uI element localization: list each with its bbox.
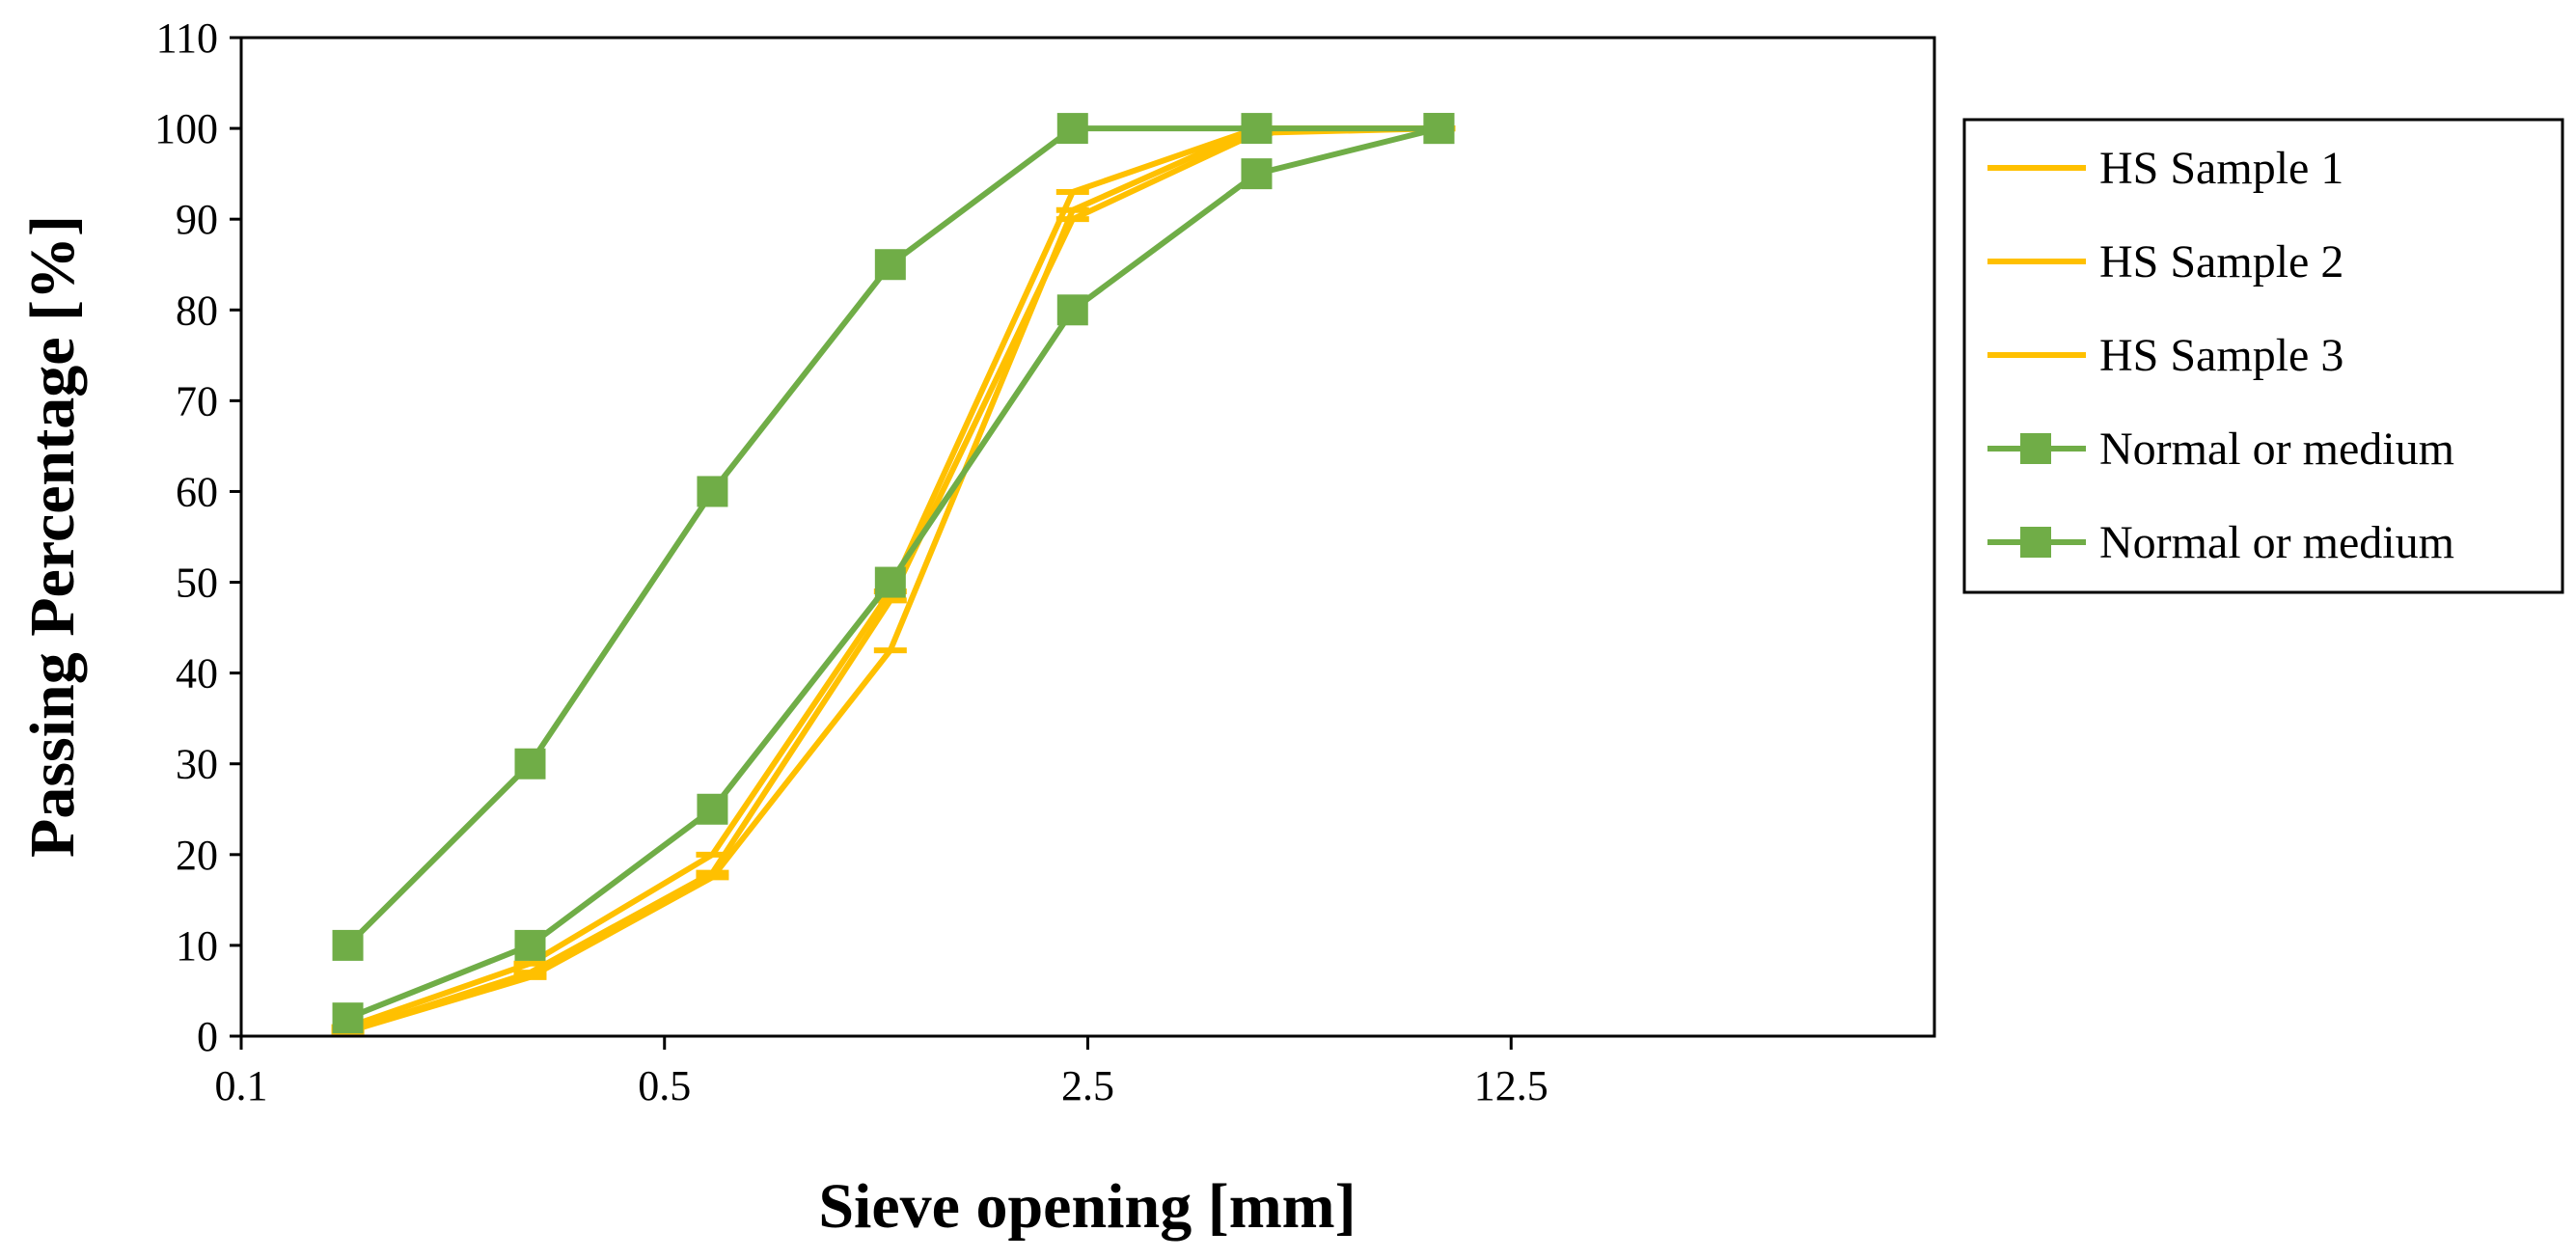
x-axis-title: Sieve opening [mm] [818, 1171, 1356, 1242]
legend-label: HS Sample 1 [2099, 143, 2343, 194]
data-point [514, 929, 546, 961]
data-point [697, 476, 728, 507]
y-tick-label: 10 [176, 922, 218, 970]
legend-entry: HS Sample 3 [1987, 330, 2343, 381]
data-point [874, 566, 906, 598]
data-point [697, 793, 728, 825]
y-tick-label: 110 [156, 14, 218, 62]
data-point [1423, 113, 1455, 145]
y-tick-label: 60 [176, 468, 218, 515]
y-axis-title: Passing Percentage [%] [17, 215, 88, 858]
x-tick-label: 12.5 [1474, 1062, 1548, 1109]
legend-label: Normal or medium [2099, 517, 2454, 568]
legend-entry: HS Sample 1 [1987, 143, 2343, 194]
legend-label: HS Sample 2 [2099, 236, 2343, 287]
data-point [332, 929, 364, 961]
legend-label: HS Sample 3 [2099, 330, 2343, 381]
legend-marker [2020, 433, 2051, 464]
legend-label: Normal or medium [2099, 424, 2454, 475]
legend-entry: HS Sample 2 [1987, 236, 2343, 287]
data-point [332, 1002, 364, 1034]
data-point [1241, 113, 1273, 145]
y-tick-label: 100 [154, 105, 218, 152]
y-axis: 0 10 20 30 40 50 60 70 80 90 100 110 [154, 14, 241, 1060]
y-tick-label: 90 [176, 196, 218, 243]
y-tick-label: 80 [176, 287, 218, 334]
x-tick-label: 0.1 [215, 1062, 268, 1109]
y-tick-label: 40 [176, 650, 218, 698]
legend: HS Sample 1 HS Sample 2 HS Sample 3 Normal … [1962, 118, 2564, 594]
y-tick-label: 0 [197, 1013, 218, 1060]
data-point [874, 249, 906, 281]
y-tick-label: 70 [176, 377, 218, 424]
series-layer [331, 113, 1456, 1035]
legend-entry: Normal or medium [1987, 424, 2454, 475]
x-axis: 0.1 0.5 2.5 12.5 [215, 1036, 1548, 1109]
data-point [1056, 113, 1088, 145]
data-point [514, 748, 546, 780]
series-5 [332, 113, 1455, 1034]
y-tick-label: 30 [176, 741, 218, 788]
legend-entry: Normal or medium [1987, 517, 2454, 568]
x-tick-label: 2.5 [1061, 1062, 1114, 1109]
legend-marker [2020, 527, 2051, 558]
x-tick-label: 0.5 [638, 1062, 691, 1109]
y-tick-label: 50 [176, 560, 218, 607]
y-tick-label: 20 [176, 832, 218, 879]
data-point [1056, 294, 1088, 326]
data-point [1241, 158, 1273, 190]
